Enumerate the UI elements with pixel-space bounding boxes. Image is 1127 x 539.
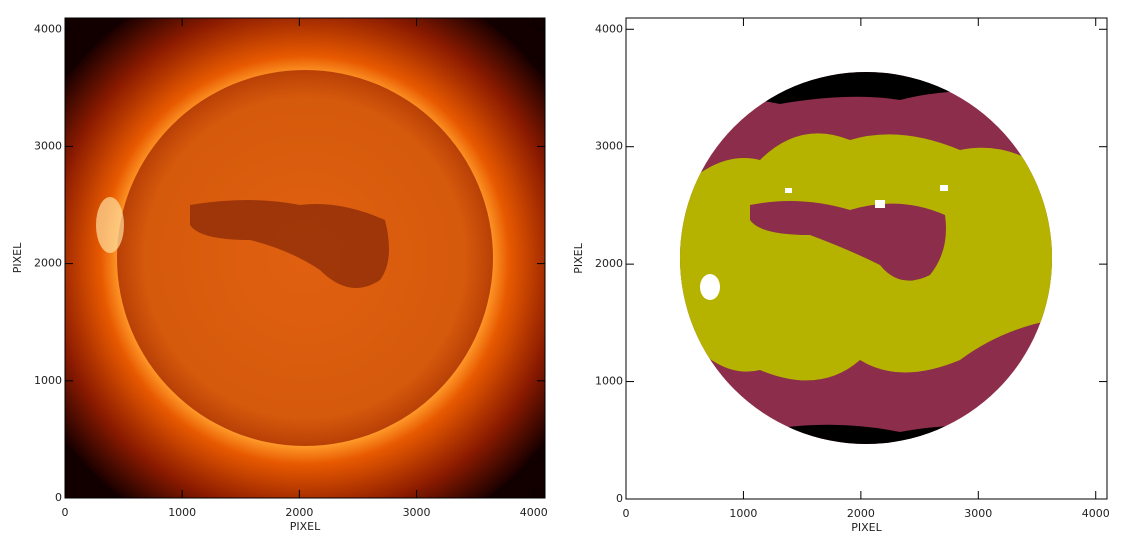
- y-tick-label: 3000: [34, 139, 62, 152]
- y-tick-label: 2000: [34, 257, 62, 270]
- y-tick-label: 1000: [34, 374, 62, 387]
- y-tick-label: 3000: [595, 140, 623, 153]
- plot-frame: [64, 17, 546, 499]
- x-axis-label: PIXEL: [290, 520, 321, 533]
- y-axis-label: PIXEL: [572, 242, 585, 273]
- x-tick-label: 2000: [847, 507, 875, 520]
- x-tick-label: 0: [623, 507, 630, 520]
- x-tick-label: 2000: [285, 506, 313, 519]
- y-tick-label: 4000: [595, 22, 623, 35]
- x-tick-label: 3000: [403, 506, 431, 519]
- y-tick-label: 4000: [34, 22, 62, 35]
- x-tick-label: 0: [62, 506, 69, 519]
- x-tick-label: 1000: [168, 506, 196, 519]
- plot-frame: [625, 17, 1108, 500]
- x-tick-label: 4000: [520, 506, 548, 519]
- euv-image: [65, 18, 545, 498]
- y-tick-label: 0: [616, 492, 623, 505]
- x-tick-label: 4000: [1082, 507, 1110, 520]
- x-tick-label: 3000: [964, 507, 992, 520]
- y-axis-label: PIXEL: [11, 242, 24, 273]
- segmentation-map: [680, 72, 1052, 444]
- x-axis-label: PIXEL: [851, 521, 882, 534]
- y-tick-label: 2000: [595, 257, 623, 270]
- x-tick-label: 1000: [729, 507, 757, 520]
- y-tick-label: 0: [55, 491, 62, 504]
- y-tick-label: 1000: [595, 375, 623, 388]
